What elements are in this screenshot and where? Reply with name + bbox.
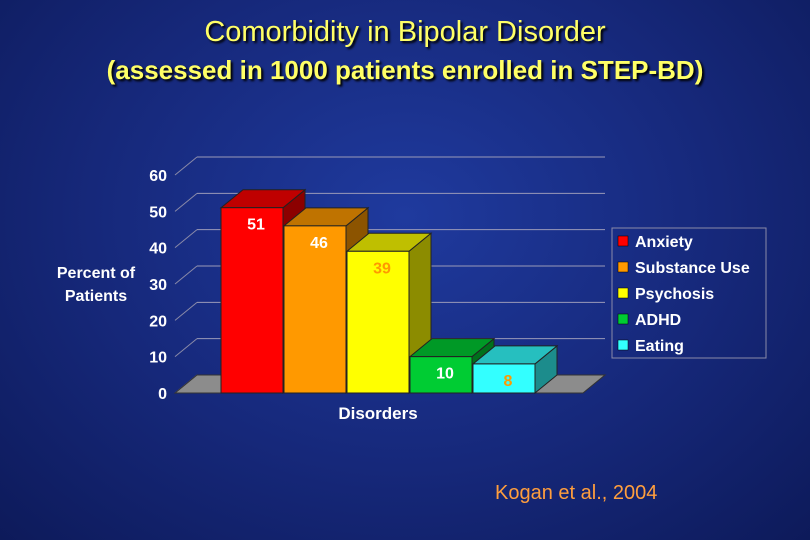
citation: Kogan et al., 2004 bbox=[495, 482, 658, 504]
legend-box bbox=[611, 227, 767, 359]
slide-title: Comorbidity in Bipolar Disorder bbox=[204, 16, 606, 48]
x-axis-label: Disorders bbox=[338, 404, 417, 423]
y-tick-label-4: 40 bbox=[149, 241, 167, 258]
legend-label-5: Eating bbox=[635, 338, 684, 355]
bar-front bbox=[409, 356, 473, 394]
gridline-side-4 bbox=[174, 229, 198, 249]
y-axis-label-line-2: Patients bbox=[65, 288, 127, 305]
y-tick-label-1: 10 bbox=[149, 350, 167, 367]
data-label-2: 46 bbox=[310, 235, 328, 252]
legend-label-4: ADHD bbox=[635, 312, 681, 329]
bar-front bbox=[472, 363, 536, 394]
legend-swatch-3 bbox=[617, 287, 629, 299]
gridline-side-2 bbox=[174, 301, 198, 321]
legend-swatch-1 bbox=[617, 235, 629, 247]
y-tick-label-6: 60 bbox=[149, 168, 167, 185]
bar-front bbox=[346, 250, 410, 394]
gridline-side-5 bbox=[174, 192, 198, 212]
y-tick-label-0: 0 bbox=[158, 386, 167, 403]
gridline-side-3 bbox=[174, 265, 198, 285]
legend-label-1: Anxiety bbox=[635, 234, 693, 251]
legend-swatch-5 bbox=[617, 339, 629, 351]
data-label-4: 10 bbox=[436, 366, 454, 383]
y-axis-label-line-1: Percent of bbox=[57, 265, 136, 282]
data-label-5: 8 bbox=[504, 373, 513, 390]
y-tick-label-2: 20 bbox=[149, 313, 167, 330]
legend-swatch-2 bbox=[617, 261, 629, 273]
gridline-side-1 bbox=[174, 338, 198, 358]
legend-label-3: Psychosis bbox=[635, 286, 714, 303]
data-label-1: 51 bbox=[247, 217, 265, 234]
legend-swatch-4 bbox=[617, 313, 629, 325]
legend-label-2: Substance Use bbox=[635, 260, 750, 277]
bar-eating bbox=[471, 344, 559, 395]
y-tick-label-3: 30 bbox=[149, 277, 167, 294]
y-tick-label-5: 50 bbox=[149, 204, 167, 221]
data-label-3: 39 bbox=[373, 260, 391, 277]
slide-subtitle: (assessed in 1000 patients enrolled in S… bbox=[106, 55, 704, 85]
bar-front bbox=[283, 225, 347, 394]
gridline-side-6 bbox=[174, 156, 198, 176]
bar-front bbox=[220, 207, 284, 394]
